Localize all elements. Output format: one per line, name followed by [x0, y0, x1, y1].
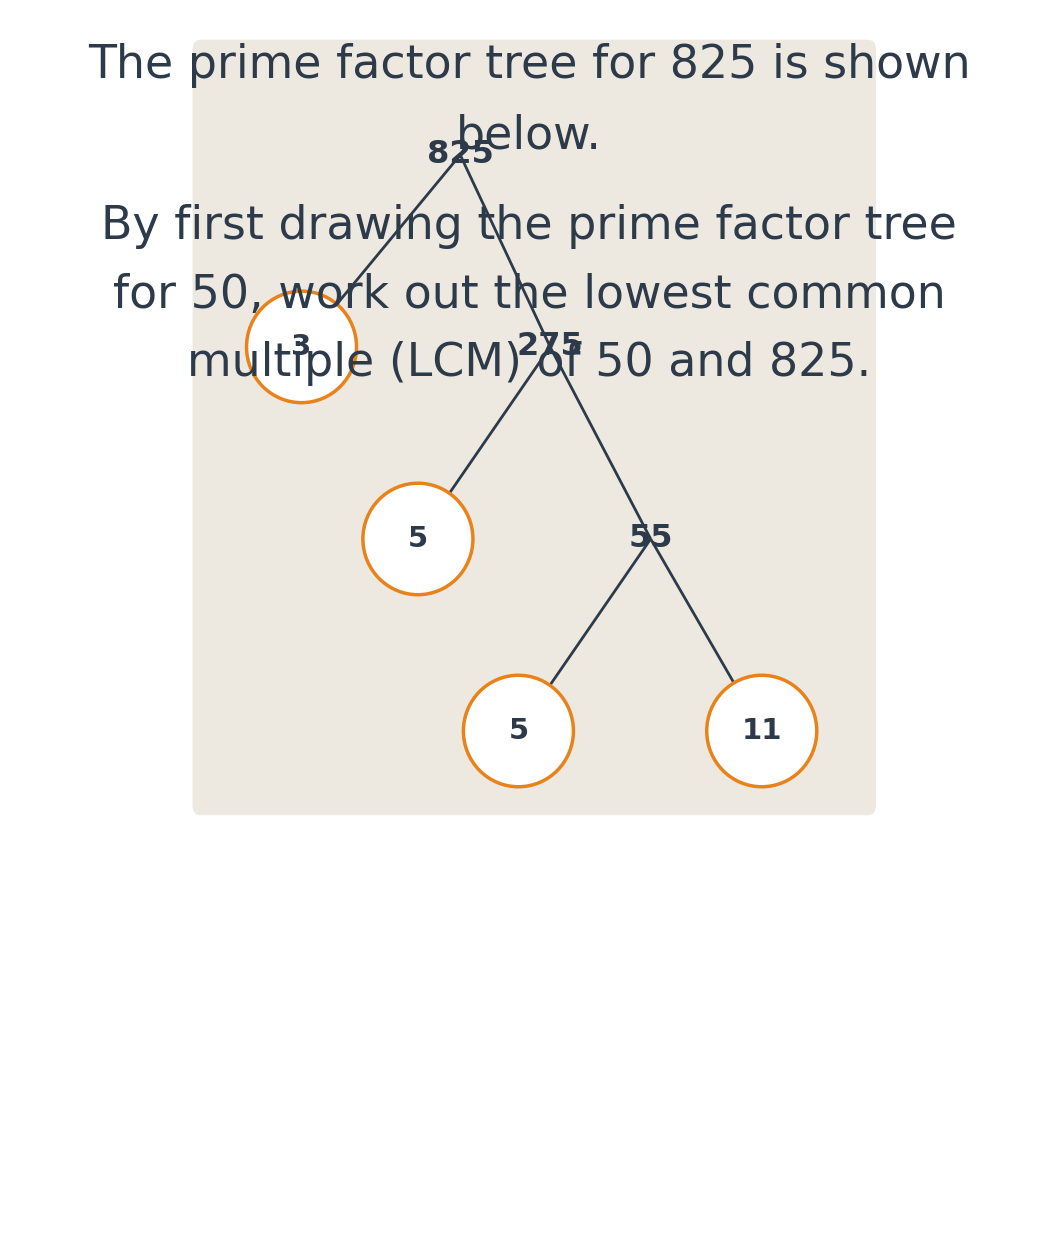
Text: for 50, work out the lowest common: for 50, work out the lowest common — [112, 273, 946, 317]
Text: below.: below. — [456, 114, 602, 159]
Text: 11: 11 — [742, 717, 782, 745]
Text: 275: 275 — [516, 331, 584, 363]
Ellipse shape — [707, 675, 817, 787]
Text: The prime factor tree for 825 is shown: The prime factor tree for 825 is shown — [88, 43, 970, 88]
Text: 5: 5 — [508, 717, 529, 745]
Text: By first drawing the prime factor tree: By first drawing the prime factor tree — [102, 204, 956, 249]
Text: multiple (LCM) of 50 and 825.: multiple (LCM) of 50 and 825. — [187, 341, 871, 385]
Ellipse shape — [363, 483, 473, 595]
Text: 5: 5 — [407, 525, 428, 553]
Text: 825: 825 — [426, 139, 494, 171]
FancyBboxPatch shape — [193, 40, 876, 815]
Ellipse shape — [463, 675, 573, 787]
Ellipse shape — [247, 291, 357, 403]
Text: 55: 55 — [628, 523, 673, 555]
Text: 3: 3 — [291, 333, 312, 361]
